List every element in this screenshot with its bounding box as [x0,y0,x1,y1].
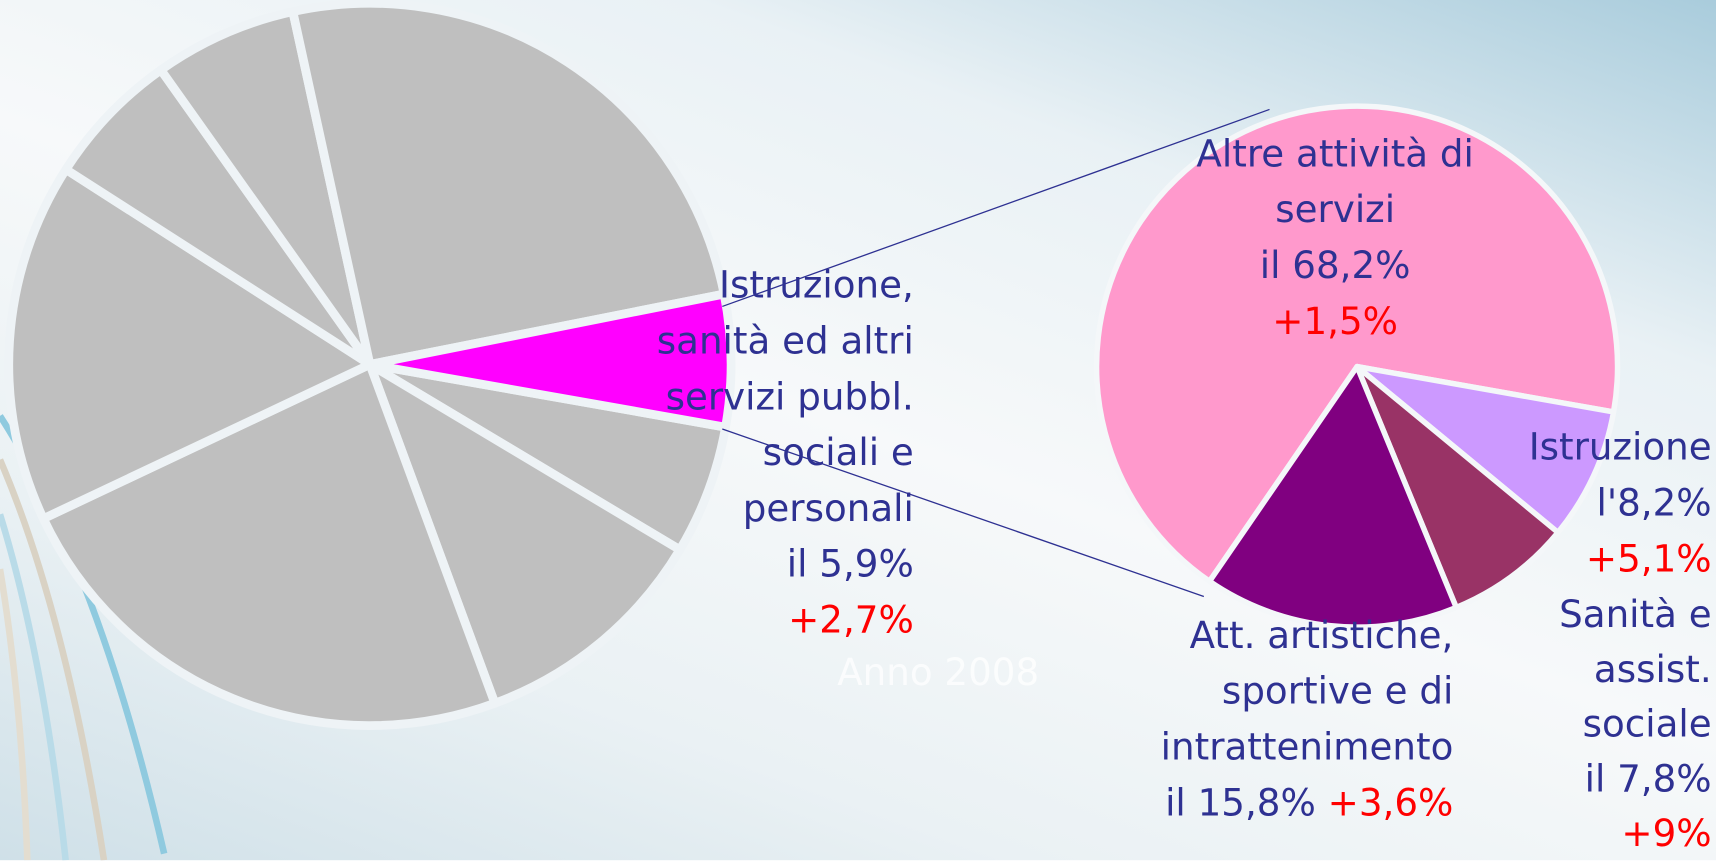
swoosh [0,514,66,860]
label-name: Istruzione, sanità ed altri servizi pubb… [596,258,913,537]
slice-label: Att. artistiche, sportive e di intratten… [1094,608,1453,831]
label-change: +3,6% [1328,781,1454,825]
slice-label: Istruzione l'8,2% +5,1% [1491,420,1712,587]
label-name: Istruzione [1491,420,1712,476]
label-change: +5,1% [1491,532,1712,588]
annotation: Anno 2008 [837,651,1039,695]
label-name: Altre attività di servizi [1160,127,1510,239]
slide: Anno 2008 Istruzione, sanità ed altri se… [0,0,1716,860]
label-value: l'8,2% [1491,476,1712,532]
slice-label: Istruzione, sanità ed altri servizi pubb… [596,258,913,649]
label-value: il 5,9% [596,537,913,593]
label-name: Att. artistiche, sportive e di intratten… [1094,608,1453,775]
label-value: il 68,2% [1160,239,1510,295]
label-change: +2,7% [596,593,913,649]
label-change: +1,5% [1160,294,1510,350]
label-name: Sanità e assist. sociale [1526,588,1712,752]
label-value: il 15,8% [1165,781,1316,825]
label-value: il 7,8% [1526,752,1712,807]
slice-label: Altre attività di servizi il 68,2% +1,5% [1160,127,1510,350]
slice-label: Sanità e assist. sociale il 7,8% +9% [1526,588,1712,861]
label-change: +9% [1526,807,1712,861]
